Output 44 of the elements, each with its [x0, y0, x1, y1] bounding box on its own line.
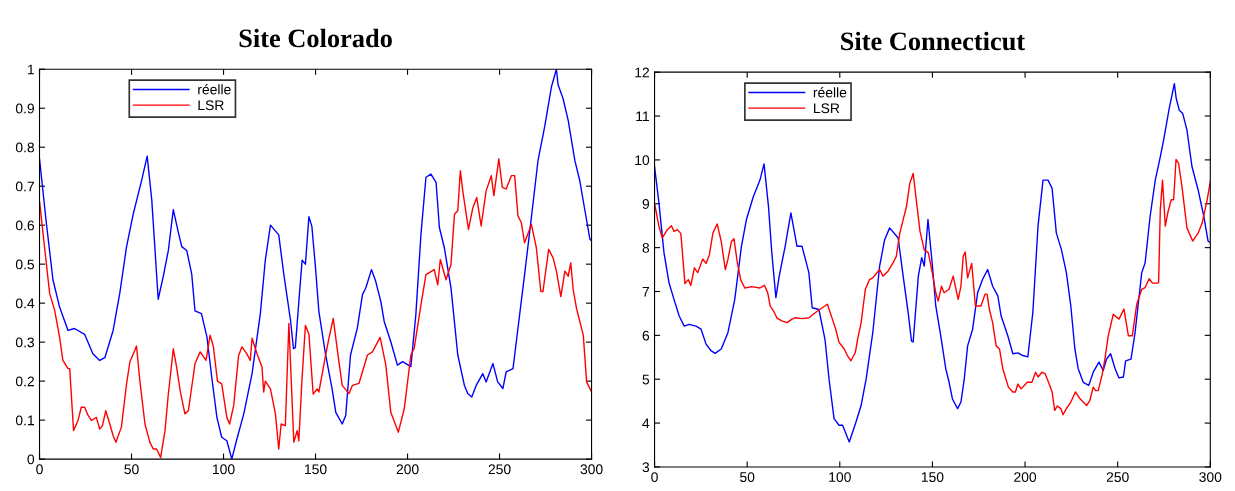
y-tick-label: 0.9 — [15, 103, 34, 114]
legend-label: LSR — [814, 103, 840, 114]
y-tick-label: 0 — [27, 454, 35, 465]
y-tick-label: 0.4 — [15, 298, 35, 309]
y-tick-label: 0.2 — [15, 376, 34, 387]
y-tick-label: 12 — [635, 67, 649, 78]
y-tick-label: 10 — [635, 155, 650, 166]
x-tick-label: 150 — [305, 464, 327, 475]
y-tick-label: 0.5 — [15, 259, 35, 270]
x-tick-label: 200 — [1014, 472, 1037, 482]
x-tick-label: 50 — [740, 472, 755, 482]
x-tick-label: 300 — [1199, 472, 1222, 482]
line-series — [39, 69, 592, 460]
y-tick-label: 6 — [642, 330, 650, 341]
x-tick-label: 100 — [829, 472, 851, 482]
y-tick-label: 0.7 — [15, 181, 34, 192]
y-tick-label: 7 — [642, 286, 649, 297]
x-tick-label: 200 — [396, 464, 419, 475]
legend-label: réelle — [198, 84, 231, 95]
x-tick-label: 300 — [580, 464, 603, 475]
x-tick-label: 100 — [213, 464, 235, 475]
y-tick-label: 11 — [636, 111, 650, 122]
chart-title: Site Colorado — [239, 28, 392, 48]
y-tick-label: 0.1 — [15, 415, 34, 426]
y-tick-label: 0.6 — [15, 220, 35, 231]
y-tick-label: 5 — [642, 374, 650, 385]
line-series — [654, 82, 1211, 443]
x-tick-label: 0 — [651, 472, 658, 482]
x-tick-label: 50 — [124, 464, 139, 475]
y-tick-label: 8 — [642, 242, 650, 253]
y-tick-label: 0.3 — [15, 337, 35, 348]
chart-title: Site Connecticut — [841, 31, 1026, 51]
x-tick-label: 0 — [36, 464, 43, 475]
line-series — [654, 158, 1211, 416]
x-tick-label: 250 — [1106, 472, 1129, 482]
y-tick-label: 4 — [642, 418, 650, 429]
y-tick-label: 3 — [642, 462, 650, 473]
legend-label: LSR — [198, 100, 224, 111]
y-tick-label: 1 — [27, 64, 34, 75]
y-tick-label: 9 — [642, 199, 650, 209]
legend-label: réelle — [813, 87, 847, 98]
x-tick-label: 150 — [921, 472, 944, 482]
y-tick-label: 0.8 — [15, 142, 35, 153]
x-tick-label: 250 — [488, 464, 511, 475]
